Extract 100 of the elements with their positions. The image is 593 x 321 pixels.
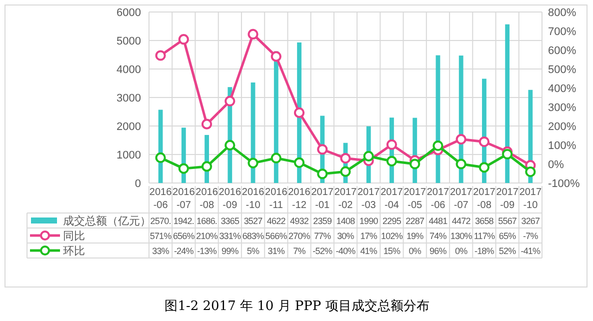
x-tick-label: 2016-10	[242, 187, 265, 211]
data-label: 2295	[382, 216, 402, 226]
data-label: 331%	[219, 231, 242, 241]
data-label: 4932	[290, 216, 309, 226]
data-label: 0%	[454, 246, 468, 256]
data-label: 656%	[172, 231, 195, 241]
x-tick-label: 2017-09	[496, 187, 519, 211]
data-label: 41%	[360, 246, 378, 256]
data-label: 77%	[314, 231, 332, 241]
point	[386, 156, 398, 166]
y-tick-label: 4000	[116, 64, 141, 76]
data-label: 1686.	[196, 216, 218, 226]
data-label: 683%	[242, 231, 264, 241]
y-tick-label: 1000	[116, 150, 141, 162]
point	[525, 166, 536, 178]
data-label: -40%	[336, 246, 356, 256]
x-tick-label: 2017-06	[426, 187, 450, 211]
x-tick-label: 2017-08	[473, 187, 496, 211]
data-label: 19%	[406, 231, 424, 241]
y2-tick-label: 600%	[548, 45, 576, 57]
y-tick-label: 5000	[116, 36, 141, 48]
data-label: 5567	[498, 216, 517, 226]
point	[224, 96, 236, 106]
data-label: 31%	[268, 246, 285, 256]
point	[270, 51, 282, 62]
x-tick-label: 2016-11	[265, 187, 288, 211]
data-label: 1408	[336, 216, 356, 226]
data-label: 2287	[406, 216, 424, 226]
data-label: 99%	[222, 246, 239, 256]
x-tick-label: 2017-04	[380, 187, 404, 211]
data-label: 566%	[265, 231, 288, 241]
data-label: 65%	[498, 231, 516, 241]
x-tick-label: 2016-09	[218, 187, 242, 211]
point	[294, 157, 305, 168]
x-tick-label: 2016-07	[172, 187, 196, 211]
y2-tick-label: 400%	[548, 83, 576, 95]
x-tick-label: 2017-07	[450, 187, 473, 211]
text: 图1-2 2017 年 10 月 PPP 项目成交总额分布	[164, 298, 430, 314]
y-tick-label: 3000	[116, 92, 141, 104]
data-label: 17%	[360, 231, 378, 241]
point	[363, 150, 374, 162]
data-label: 4472	[452, 216, 471, 226]
data-label: -41%	[520, 246, 541, 256]
data-label: 33%	[152, 246, 170, 256]
point	[178, 34, 189, 45]
point	[456, 134, 466, 145]
data-label: 74%	[430, 231, 447, 241]
x-tick-label: 2017-10	[519, 187, 542, 211]
x-tick-label: 2017-03	[357, 187, 380, 211]
data-label: 3365	[220, 216, 240, 226]
data-label: 3658	[474, 216, 494, 226]
data-label: 30%	[337, 231, 354, 241]
y2-tick-label: 800%	[548, 7, 576, 19]
point	[478, 136, 490, 148]
data-label: 2570.	[150, 216, 171, 226]
data-label: 3267	[521, 216, 540, 226]
point	[410, 158, 420, 170]
point	[340, 153, 351, 164]
x-tick-label: 2017-01	[311, 187, 334, 211]
data-label: 0%	[408, 246, 422, 256]
point	[478, 162, 490, 173]
data-label: 270%	[288, 231, 310, 241]
data-label: 2359	[313, 216, 332, 226]
point	[248, 158, 258, 168]
point	[502, 148, 513, 160]
data-label: 52%	[498, 246, 516, 256]
data-label: -13%	[197, 246, 217, 256]
data-label: -18%	[474, 246, 494, 256]
legend-label: 成交总额（亿元）	[63, 214, 151, 228]
x-tick-label: 2016-06	[149, 187, 172, 211]
y2-tick-label: 0%	[548, 159, 564, 171]
data-label: 15%	[383, 246, 401, 256]
data-label: 96%	[430, 246, 447, 256]
point	[224, 140, 236, 150]
data-label: 571%	[150, 231, 172, 241]
data-label: 3527	[244, 216, 263, 226]
y2-tick-label: -100%	[548, 178, 580, 190]
point	[432, 140, 444, 152]
x-tick-label: 2017-05	[404, 187, 426, 211]
y-tick-label: 6000	[116, 7, 141, 19]
data-label: 102%	[381, 231, 403, 241]
y-tick-label: 0	[134, 178, 141, 190]
point	[201, 118, 212, 130]
point	[456, 158, 466, 170]
point	[317, 168, 328, 180]
y2-tick-label: 300%	[548, 102, 576, 114]
point	[270, 152, 282, 164]
bar	[505, 24, 510, 183]
data-label: 210%	[196, 231, 218, 241]
data-label: 5%	[246, 246, 260, 256]
data-label: 130%	[450, 231, 472, 241]
data-label: 4622	[266, 216, 286, 226]
data-label: 1990	[359, 216, 378, 226]
data-label: 1942.	[173, 216, 194, 226]
data-label: 4481	[428, 216, 448, 226]
y2-tick-label: 200%	[548, 121, 576, 133]
x-tick-label: 2016-08	[196, 187, 218, 211]
y2-tick-label: 700%	[548, 26, 576, 38]
data-label: -7%	[523, 231, 538, 241]
point	[340, 166, 351, 177]
